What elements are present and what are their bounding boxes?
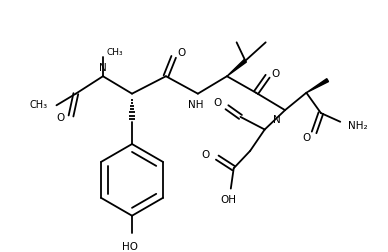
Text: CH₃: CH₃ [30, 100, 48, 110]
Text: O: O [302, 133, 310, 143]
Text: O: O [177, 48, 185, 58]
Polygon shape [227, 59, 246, 76]
Text: N: N [99, 64, 107, 74]
Text: CH₃: CH₃ [106, 48, 123, 56]
Text: O: O [213, 98, 222, 108]
Text: NH: NH [188, 100, 204, 110]
Text: O: O [271, 69, 279, 79]
Text: O: O [201, 150, 210, 160]
Polygon shape [307, 79, 329, 93]
Text: OH: OH [221, 195, 237, 205]
Text: HO: HO [122, 242, 138, 252]
Text: N: N [274, 115, 281, 125]
Text: NH₂: NH₂ [348, 121, 367, 131]
Text: O: O [56, 113, 64, 123]
